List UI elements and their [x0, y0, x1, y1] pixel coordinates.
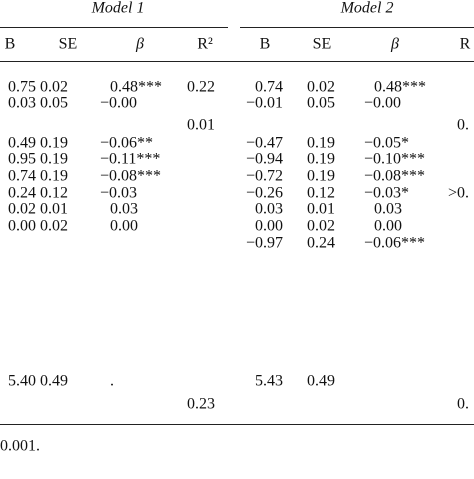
cell: 0.48***: [110, 79, 162, 96]
cell: 0.: [457, 117, 469, 134]
group-header: Model 2: [340, 0, 394, 17]
cell: 0.01: [40, 201, 68, 218]
cell: 0.02: [40, 218, 68, 235]
cell: 0.: [457, 396, 469, 413]
cell: −0.26: [246, 185, 283, 202]
cell: 0.49: [307, 373, 335, 390]
cell: 0.05: [307, 95, 335, 112]
cell: 0.05: [40, 95, 68, 112]
cell: 0.19: [40, 151, 68, 168]
cell: −0.94: [246, 151, 283, 168]
cell: −0.11***: [100, 151, 160, 168]
cell: 0.95: [8, 151, 36, 168]
cell: 0.12: [40, 185, 68, 202]
cell: 5.43: [255, 373, 283, 390]
column-header: SE: [59, 36, 78, 53]
cell: 0.19: [40, 135, 68, 152]
cell: 0.02: [40, 79, 68, 96]
cell: 0.19: [307, 135, 335, 152]
cell: 0.74: [255, 79, 283, 96]
cell: 0.19: [307, 151, 335, 168]
cell: 0.00: [8, 218, 36, 235]
cell: 0.00: [110, 218, 138, 235]
column-header: β: [135, 36, 144, 53]
cell: −0.97: [246, 235, 283, 252]
cell: −0.06**: [100, 135, 153, 152]
cell: 0.02: [307, 79, 335, 96]
cell: >0.: [448, 185, 469, 202]
cell: 0.48***: [374, 79, 426, 96]
cell: −0.72: [246, 168, 283, 185]
cell: 0.74: [8, 168, 36, 185]
column-header: R: [460, 36, 471, 53]
cell: −0.03: [100, 185, 137, 202]
cell: .: [110, 373, 114, 390]
column-header: R²: [197, 36, 213, 53]
cell: 0.12: [307, 185, 335, 202]
cell: 0.19: [307, 168, 335, 185]
cell: −0.10***: [364, 151, 425, 168]
cell: 0.00: [374, 218, 402, 235]
cell: 0.03: [255, 201, 283, 218]
cell: −0.00: [100, 95, 137, 112]
cell: −0.08***: [364, 168, 425, 185]
cell: −0.08***: [100, 168, 161, 185]
cell: 0.24: [307, 235, 335, 252]
column-header: B: [260, 36, 271, 53]
cell: 0.19: [40, 168, 68, 185]
cell: −0.03*: [364, 185, 409, 202]
cell: 0.01: [307, 201, 335, 218]
cell: 0.03: [374, 201, 402, 218]
group-header: Model 1: [91, 0, 145, 17]
cell: 5.40: [8, 373, 36, 390]
cell: 0.75: [8, 79, 36, 96]
cell: −0.47: [246, 135, 283, 152]
cell: 0.22: [187, 79, 215, 96]
cell: 0.23: [187, 396, 215, 413]
cell: −0.00: [364, 95, 401, 112]
cell: 0.03: [8, 95, 36, 112]
cell: −0.06***: [364, 235, 425, 252]
column-header: SE: [313, 36, 332, 53]
cell: 0.02: [8, 201, 36, 218]
cell: −0.05*: [364, 135, 409, 152]
cell: 0.02: [307, 218, 335, 235]
cell: 0.01: [187, 117, 215, 134]
cell: 0.49: [40, 373, 68, 390]
cell: 0.49: [8, 135, 36, 152]
cell: 0.00: [255, 218, 283, 235]
cell: 0.03: [110, 201, 138, 218]
column-header: β: [390, 36, 399, 53]
cell: 0.24: [8, 185, 36, 202]
column-header: B: [5, 36, 16, 53]
cell: −0.01: [246, 95, 283, 112]
footnote: 0.001.: [0, 438, 40, 455]
